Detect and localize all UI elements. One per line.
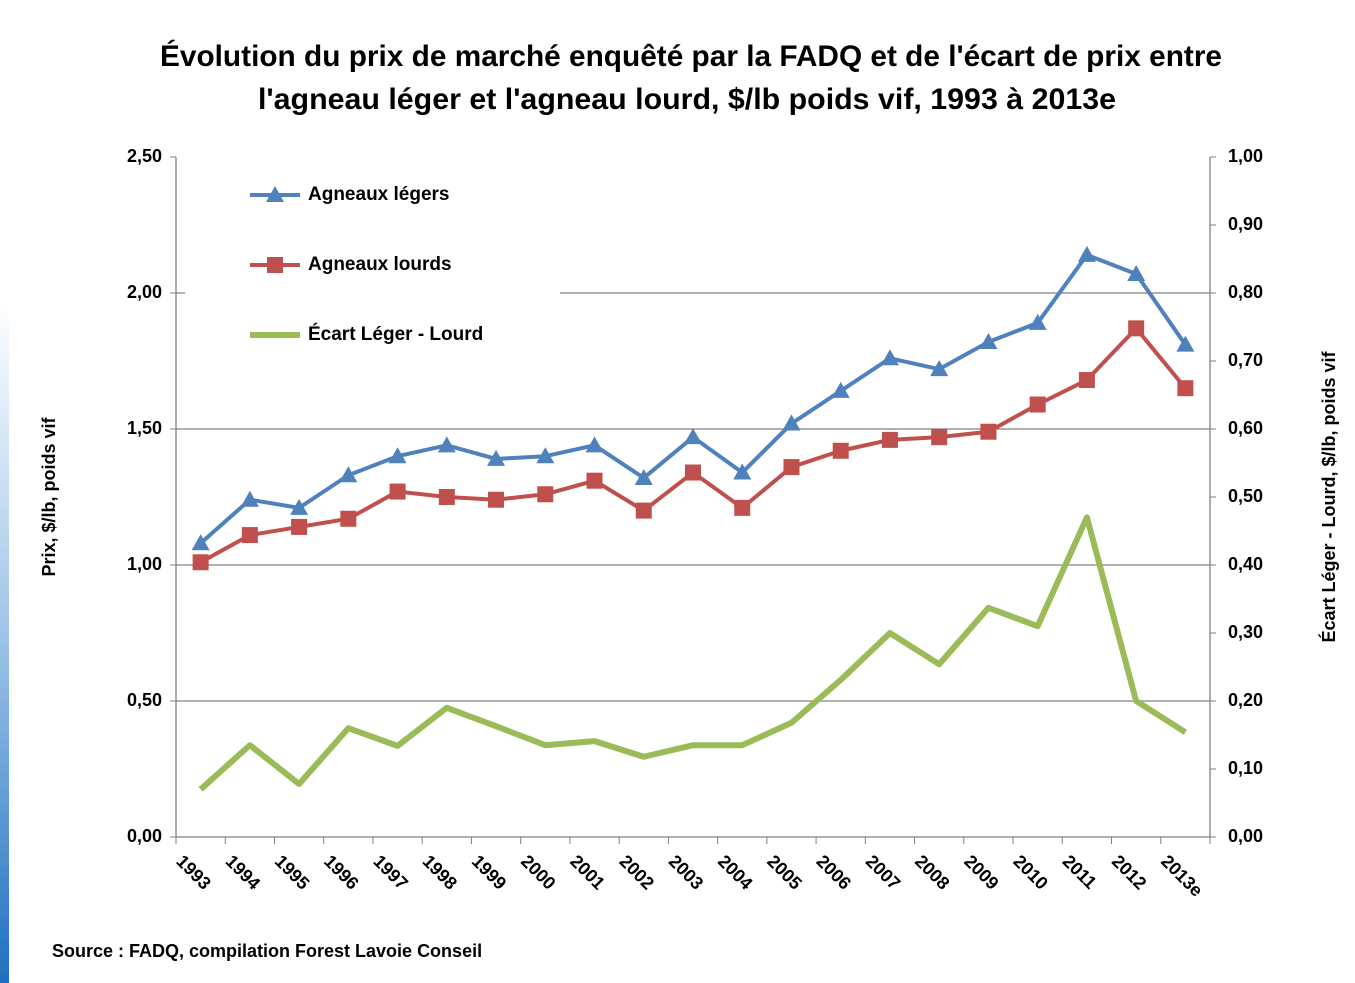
x-tick-label: 2005 <box>763 851 805 893</box>
data-point <box>931 429 948 446</box>
y2-tick-label: 0,10 <box>1228 758 1263 778</box>
data-point <box>240 490 259 507</box>
y2-tick-label: 0,90 <box>1228 214 1263 234</box>
edge-decoration <box>0 300 9 983</box>
data-point <box>1077 245 1096 262</box>
data-point <box>634 468 653 485</box>
x-tick-label: 2011 <box>1059 851 1101 893</box>
series-line <box>198 514 1187 792</box>
y2-tick-label: 0,70 <box>1228 350 1263 370</box>
data-point <box>635 502 652 519</box>
x-tick-label: 2001 <box>566 851 608 893</box>
x-tick-label: 2007 <box>862 851 904 893</box>
legend-marker <box>267 257 283 273</box>
x-tick-label: 1995 <box>271 851 313 893</box>
data-point <box>930 360 949 377</box>
data-point <box>388 447 407 464</box>
y-axis-label: Prix, $/lb, poids vif <box>39 416 59 576</box>
x-tick-label: 1997 <box>369 851 411 893</box>
data-point <box>438 489 455 505</box>
data-point <box>537 486 554 503</box>
y2-tick-label: 0,80 <box>1228 282 1263 302</box>
data-point <box>389 483 406 500</box>
data-point <box>1127 264 1146 281</box>
y2-axis-label: Écart Léger - Lourd, $/lb, poids vif <box>1318 350 1339 642</box>
x-tick-label: 1999 <box>468 851 510 893</box>
chart-title: l'agneau léger et l'agneau lourd, $/lb p… <box>258 83 1116 116</box>
data-point <box>487 449 506 466</box>
y2-tick-label: 0,60 <box>1228 418 1263 438</box>
data-point <box>437 436 456 453</box>
x-tick-label: 2003 <box>665 851 707 893</box>
chart-title: Évolution du prix de marché enquêté par … <box>160 39 1222 73</box>
data-point <box>832 442 849 459</box>
y2-tick-label: 0,30 <box>1228 622 1263 642</box>
x-tick-label: 2004 <box>714 851 756 893</box>
data-point <box>536 447 555 464</box>
x-tick-label: 2012 <box>1108 851 1150 893</box>
x-tick-label: 2006 <box>813 851 855 893</box>
data-point <box>782 414 801 431</box>
data-point <box>980 423 997 440</box>
x-tick-label: 2008 <box>911 851 953 893</box>
y2-tick-label: 1,00 <box>1228 146 1263 166</box>
data-point <box>831 381 850 398</box>
x-tick-label: 1998 <box>419 851 461 893</box>
y2-tick-label: 0,20 <box>1228 690 1263 710</box>
data-point <box>1028 313 1047 330</box>
y-tick-label: 1,00 <box>127 554 162 574</box>
data-point <box>733 463 752 480</box>
data-point <box>979 332 998 349</box>
data-point <box>685 464 701 481</box>
data-point <box>783 459 800 476</box>
data-point <box>1128 320 1145 337</box>
data-point <box>291 518 308 535</box>
data-point <box>880 349 899 366</box>
legend-marker <box>266 186 284 202</box>
y2-tick-label: 0,50 <box>1228 486 1263 506</box>
data-point <box>1078 372 1095 389</box>
data-point <box>881 431 898 448</box>
data-point <box>1029 396 1046 413</box>
y-tick-label: 2,00 <box>127 282 162 302</box>
data-point <box>290 498 309 515</box>
legend-label: Écart Léger - Lourd <box>308 323 483 345</box>
legend <box>185 170 560 360</box>
x-tick-label: 2013e <box>1157 851 1207 901</box>
data-point <box>1177 380 1194 397</box>
x-tick-label: 1996 <box>320 851 362 893</box>
data-point <box>241 527 258 544</box>
y-tick-label: 0,00 <box>127 826 162 846</box>
x-tick-label: 1993 <box>172 851 214 893</box>
series-line <box>199 326 1187 565</box>
data-point <box>191 534 210 551</box>
data-point <box>488 491 505 508</box>
source-note: Source : FADQ, compilation Forest Lavoie… <box>52 941 482 961</box>
data-point <box>586 472 603 489</box>
data-point <box>1176 335 1195 352</box>
x-tick-label: 2002 <box>616 851 658 893</box>
y-tick-label: 1,50 <box>127 418 162 438</box>
data-point <box>684 428 702 445</box>
x-tick-label: 2009 <box>960 851 1002 893</box>
data-point <box>192 554 209 571</box>
data-point <box>339 466 358 483</box>
legend-label: Agneaux légers <box>308 184 450 205</box>
data-point <box>734 499 751 516</box>
x-tick-label: 2000 <box>517 851 559 893</box>
x-tick-label: 1994 <box>222 851 264 893</box>
legend-label: Agneaux lourds <box>308 254 452 275</box>
data-point <box>340 510 357 527</box>
data-point <box>585 436 604 453</box>
y2-tick-label: 0,00 <box>1228 826 1263 846</box>
y-tick-label: 2,50 <box>127 146 162 166</box>
y-tick-label: 0,50 <box>127 690 162 710</box>
x-tick-label: 2010 <box>1009 851 1051 893</box>
y2-tick-label: 0,40 <box>1228 554 1263 574</box>
